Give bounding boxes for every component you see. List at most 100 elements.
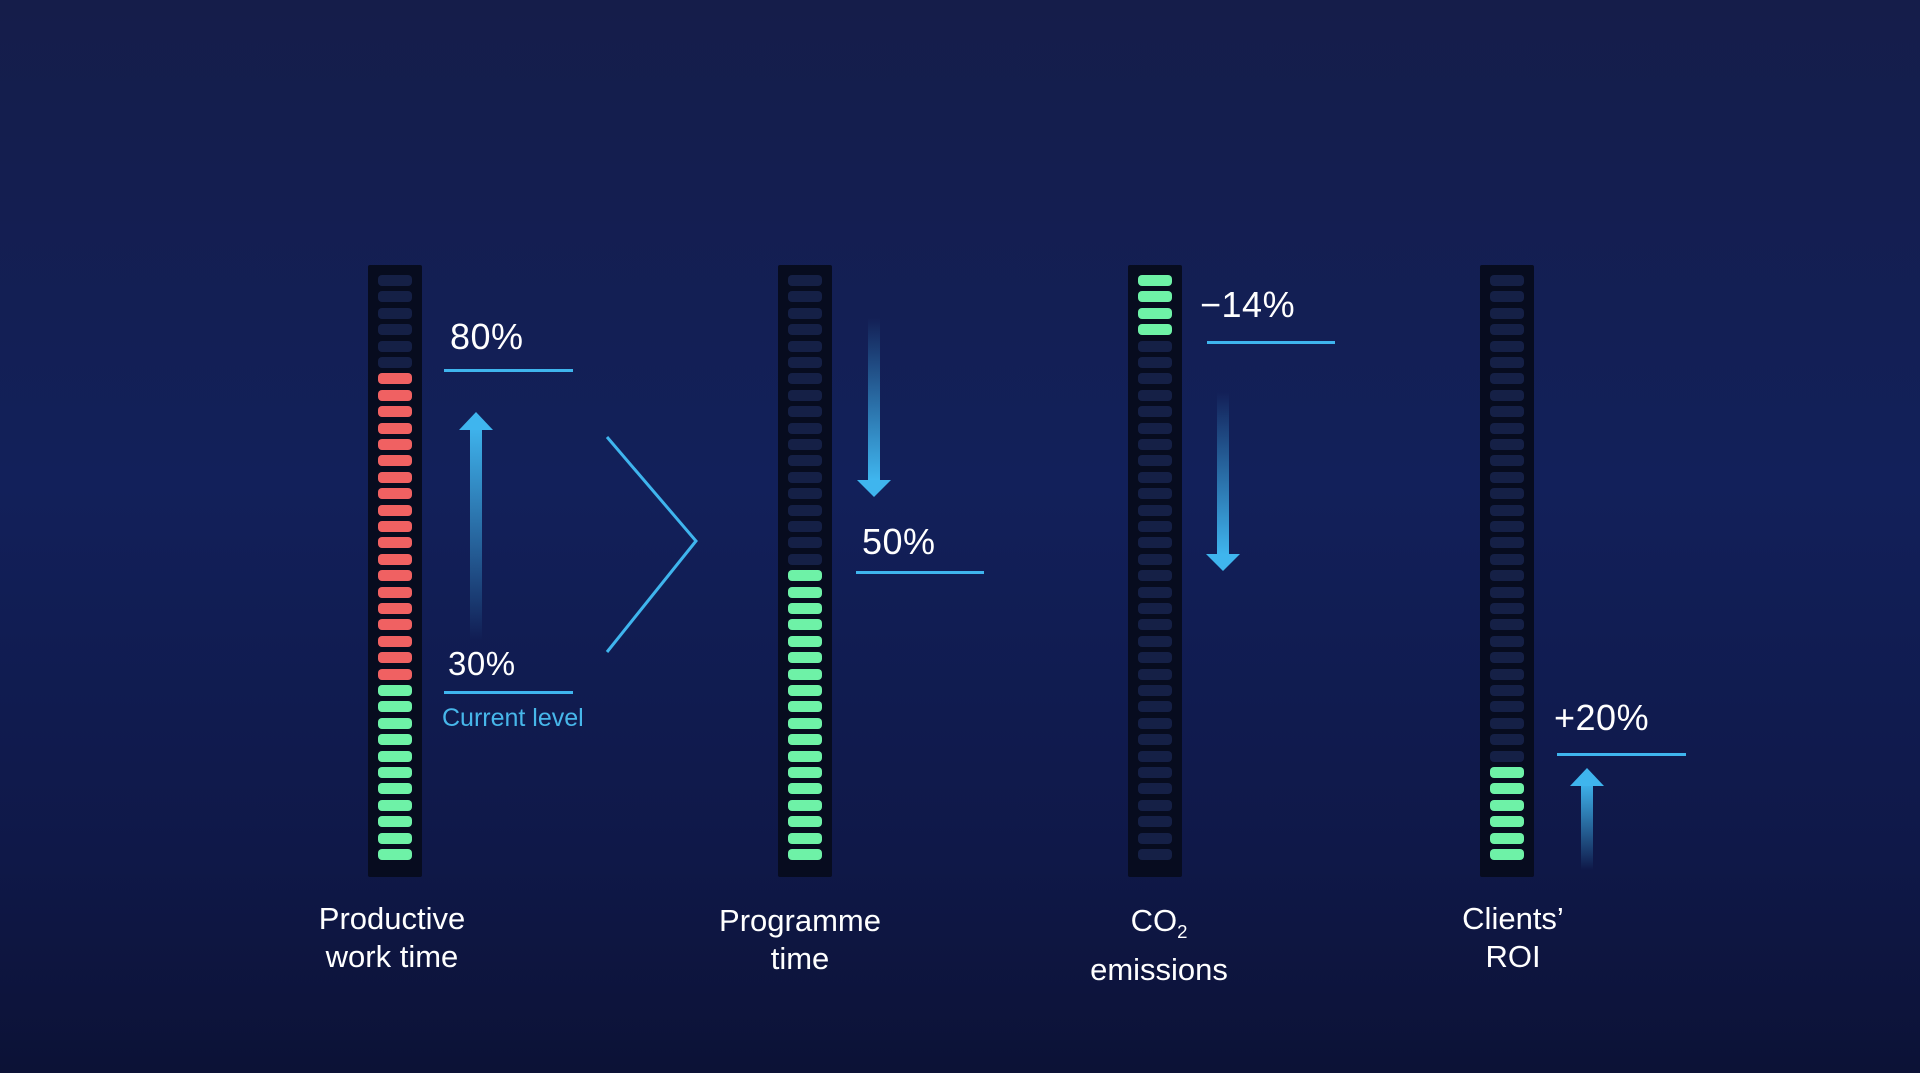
caption-line-1: Clients’ — [1462, 901, 1564, 936]
meter-segment — [1490, 750, 1524, 762]
current-value-productive: 30% — [448, 645, 516, 682]
target-value-roi: +20% — [1554, 697, 1650, 738]
meter-segment — [1490, 471, 1524, 483]
meter-segment — [788, 340, 822, 352]
meter-segment — [378, 504, 412, 516]
down-arrow-icon — [857, 318, 891, 497]
meter-segment — [788, 799, 822, 811]
meter-segment — [788, 373, 822, 385]
meter-productive-work-time — [368, 265, 422, 877]
meter-segment — [788, 734, 822, 746]
meter-segment — [1138, 521, 1172, 532]
meter-segment — [788, 389, 822, 401]
caption-line-1: Programme — [719, 903, 881, 938]
caption-co2-emissions: CO2 emissions — [1029, 902, 1289, 989]
meter-segment — [1490, 504, 1524, 516]
meter-segment — [1138, 799, 1172, 811]
meter-segment — [378, 799, 412, 811]
meter-segment — [378, 275, 412, 286]
meter-segment — [1490, 422, 1524, 434]
meter-segment — [1490, 619, 1524, 631]
meter-segment — [1138, 668, 1172, 680]
meter-segment — [378, 373, 412, 385]
meter-segment — [1490, 553, 1524, 565]
target-line-roi — [1557, 753, 1686, 756]
meter-segment — [788, 849, 822, 860]
meter-segment — [788, 685, 822, 696]
meter-segment — [788, 603, 822, 614]
meter-segment — [1490, 455, 1524, 467]
caption-line-1: Productive — [318, 901, 466, 936]
meter-segment — [378, 570, 412, 582]
meter-segment — [1490, 603, 1524, 614]
meter-segment — [1138, 635, 1172, 647]
meter-segment — [1138, 816, 1172, 828]
meter-segment — [788, 701, 822, 713]
meter-segment — [1138, 537, 1172, 549]
meter-segment — [788, 455, 822, 467]
meter-segment — [788, 619, 822, 631]
current-line-productive — [444, 691, 573, 694]
meter-segment — [1490, 488, 1524, 500]
meter-segment — [378, 324, 412, 336]
meter-segment — [1138, 849, 1172, 860]
meter-segment — [378, 717, 412, 729]
meter-segment — [1138, 832, 1172, 844]
meter-segment — [788, 832, 822, 844]
meter-segment — [1138, 389, 1172, 401]
target-value-productive: 80% — [450, 316, 524, 357]
down-arrow-icon — [1206, 392, 1240, 571]
meter-segment — [1138, 734, 1172, 746]
meter-segment — [788, 717, 822, 729]
meter-segment — [1490, 406, 1524, 418]
meter-segment — [788, 488, 822, 500]
meter-segment — [788, 291, 822, 303]
meter-segment — [788, 668, 822, 680]
meter-segment — [1138, 275, 1172, 286]
meter-segment — [378, 357, 412, 368]
meter-segment — [378, 832, 412, 844]
meter-segment — [788, 439, 822, 450]
meter-segment — [1490, 734, 1524, 746]
meter-segment — [1138, 357, 1172, 368]
meter-segment — [1138, 439, 1172, 450]
meter-segment — [378, 783, 412, 795]
meter-segment — [788, 750, 822, 762]
meter-segment — [788, 635, 822, 647]
meter-segment — [378, 652, 412, 664]
meter-segment — [1490, 537, 1524, 549]
meter-segment — [1138, 340, 1172, 352]
meter-segment — [1490, 275, 1524, 286]
chevron-right-icon — [605, 436, 698, 653]
meter-segment — [1490, 389, 1524, 401]
meter-segment — [1138, 586, 1172, 598]
meter-segment — [1138, 603, 1172, 614]
meter-segment — [1490, 307, 1524, 319]
meter-segment — [1490, 521, 1524, 532]
meter-segment — [378, 701, 412, 713]
meter-segment — [1138, 685, 1172, 696]
meter-segment — [1138, 422, 1172, 434]
meter-segment — [1138, 471, 1172, 483]
meter-segment — [1490, 685, 1524, 696]
meter-segment — [1490, 783, 1524, 795]
co2-main: CO — [1130, 903, 1178, 938]
meter-segment — [788, 357, 822, 368]
meter-segment — [788, 537, 822, 549]
target-line-co2 — [1207, 341, 1335, 344]
meter-segment — [1138, 701, 1172, 713]
meter-segment — [378, 750, 412, 762]
caption-productive-work-time: Productive work time — [262, 900, 522, 976]
meter-segment — [378, 439, 412, 450]
meter-segment — [788, 307, 822, 319]
meter-segment — [1490, 635, 1524, 647]
target-line-productive — [444, 369, 573, 372]
meter-segment — [1138, 455, 1172, 467]
up-arrow-icon — [459, 412, 493, 640]
meter-segment — [1490, 340, 1524, 352]
meter-segment — [1490, 717, 1524, 729]
meter-segment — [1490, 439, 1524, 450]
caption-line-1: CO2 — [1029, 902, 1289, 951]
meter-segment — [378, 635, 412, 647]
